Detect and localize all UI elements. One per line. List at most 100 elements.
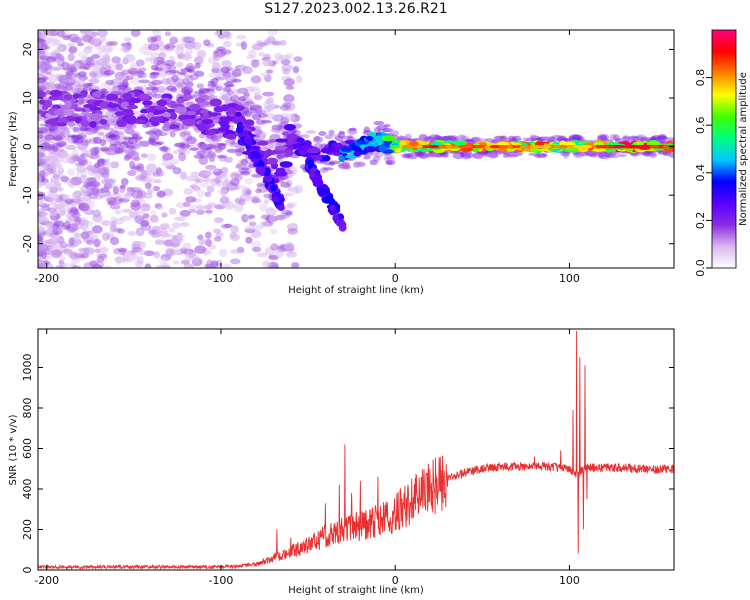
spectral-ridge-blob: [182, 118, 196, 127]
spectral-halo-blob: [40, 68, 52, 74]
spectral-noise-blob: [165, 248, 175, 256]
colorbar-gradient: [711, 29, 737, 269]
spectral-noise-blob: [146, 189, 154, 195]
spectral-ridge-blob: [130, 97, 142, 104]
spectral-halo-blob: [428, 134, 441, 141]
spectral-noise-blob: [229, 172, 240, 180]
spectral-halo-blob: [473, 154, 480, 158]
spectral-noise-blob: [245, 236, 253, 244]
spectral-ridge-blob: [49, 89, 62, 97]
spectral-noise-blob: [75, 165, 87, 173]
spectral-noise-blob: [183, 188, 194, 195]
spectral-noise-blob: [131, 190, 143, 199]
spectral-halo-blob: [300, 133, 310, 139]
spectral-noise-blob: [163, 44, 170, 50]
spectral-ridge-blob: [127, 104, 139, 110]
spectral-noise-blob: [88, 181, 101, 188]
spectral-noise-blob: [188, 209, 197, 214]
spectral-ridge-blob: [205, 129, 216, 136]
spectral-halo-blob: [415, 152, 424, 157]
spectral-noise-blob: [269, 228, 278, 235]
spectral-noise-blob: [285, 85, 295, 90]
spectral-noise-blob: [221, 263, 232, 268]
spectral-noise-blob: [97, 45, 105, 54]
spectral-noise-blob: [116, 228, 125, 234]
spectral-noise-blob: [38, 216, 50, 224]
spectrogram-y-tick-label: -10: [21, 186, 34, 204]
spectral-halo-blob: [125, 75, 134, 81]
spectral-halo-blob: [353, 161, 362, 165]
spectral-noise-blob: [124, 149, 135, 156]
spectral-branch-blob: [338, 223, 347, 232]
spectral-noise-blob: [287, 228, 298, 235]
spectrogram-y-tick-label: 0: [21, 143, 34, 150]
colorbar-tick-label: 0.8: [694, 69, 707, 87]
spectral-noise-blob: [135, 227, 145, 237]
spectral-noise-blob: [38, 30, 42, 38]
spectral-ridge-blob: [74, 116, 82, 123]
spectral-halo-blob: [43, 134, 56, 141]
spectral-ridge-blob: [146, 107, 156, 114]
spectral-noise-blob: [259, 221, 270, 228]
spectral-ridge-blob: [176, 97, 185, 104]
spectral-ridge-blob: [151, 121, 160, 127]
spectral-noise-blob: [149, 209, 157, 215]
spectral-noise-blob: [53, 220, 65, 228]
spectral-halo-blob: [137, 72, 147, 79]
spectral-halo-blob: [263, 193, 272, 199]
spectral-noise-blob: [194, 245, 207, 254]
spectral-ridge-blob: [227, 107, 237, 115]
spectral-noise-blob: [175, 43, 186, 50]
spectral-ridge-blob: [213, 105, 225, 113]
spectral-noise-blob: [152, 185, 161, 192]
spectrogram-marks: [38, 30, 674, 268]
spectral-halo-blob: [255, 188, 262, 194]
spectral-noise-blob: [199, 180, 210, 189]
spectral-noise-blob: [123, 53, 136, 63]
spectral-noise-blob: [102, 46, 114, 53]
spectral-noise-blob: [38, 180, 44, 188]
spectral-noise-blob: [64, 198, 74, 205]
spectral-ridge-blob: [202, 112, 209, 118]
spectral-noise-blob: [171, 74, 179, 83]
spectral-noise-blob: [57, 30, 65, 38]
spectral-core-blob: [596, 145, 608, 149]
spectral-noise-blob: [218, 248, 228, 257]
spectral-halo-blob: [240, 170, 251, 176]
spectral-halo-blob: [605, 152, 613, 156]
spectral-noise-blob: [151, 30, 159, 34]
spectral-noise-blob: [91, 36, 100, 46]
spectral-noise-blob: [203, 39, 211, 47]
spectral-noise-blob: [251, 198, 262, 204]
spectral-noise-blob: [208, 72, 219, 78]
spectral-halo-blob: [389, 130, 399, 136]
spectral-core-blob: [427, 145, 440, 149]
spectral-ridge-blob: [38, 90, 46, 98]
spectral-noise-blob: [139, 140, 150, 147]
spectral-noise-blob: [274, 249, 285, 258]
spectral-halo-blob: [328, 161, 335, 166]
spectral-halo-blob: [123, 136, 134, 141]
colorbar-label: Normalized spectral amplitude: [738, 72, 749, 226]
spectral-core-blob: [648, 145, 661, 149]
snr-y-tick-label: 1000: [21, 353, 34, 381]
spectral-ridge-blob: [225, 133, 237, 140]
spectral-noise-blob: [88, 77, 100, 85]
spectral-noise-blob: [183, 147, 191, 155]
spectral-halo-blob: [270, 127, 281, 133]
spectral-halo-blob: [251, 113, 262, 121]
spectral-halo-blob: [458, 134, 466, 140]
spectral-noise-blob: [62, 194, 71, 200]
spectral-noise-blob: [194, 62, 201, 69]
spectral-halo-blob: [192, 93, 205, 98]
spectral-noise-blob: [211, 62, 221, 71]
spectral-ridge-blob: [274, 171, 288, 177]
snr-frame: [37, 328, 675, 571]
spectral-noise-blob: [139, 220, 149, 228]
spectral-noise-blob: [49, 186, 58, 194]
spectral-noise-blob: [85, 45, 94, 50]
spectral-noise-blob: [173, 248, 182, 255]
snr-marks: [38, 330, 674, 570]
spectral-noise-blob: [246, 55, 256, 60]
spectral-halo-blob: [198, 88, 208, 92]
